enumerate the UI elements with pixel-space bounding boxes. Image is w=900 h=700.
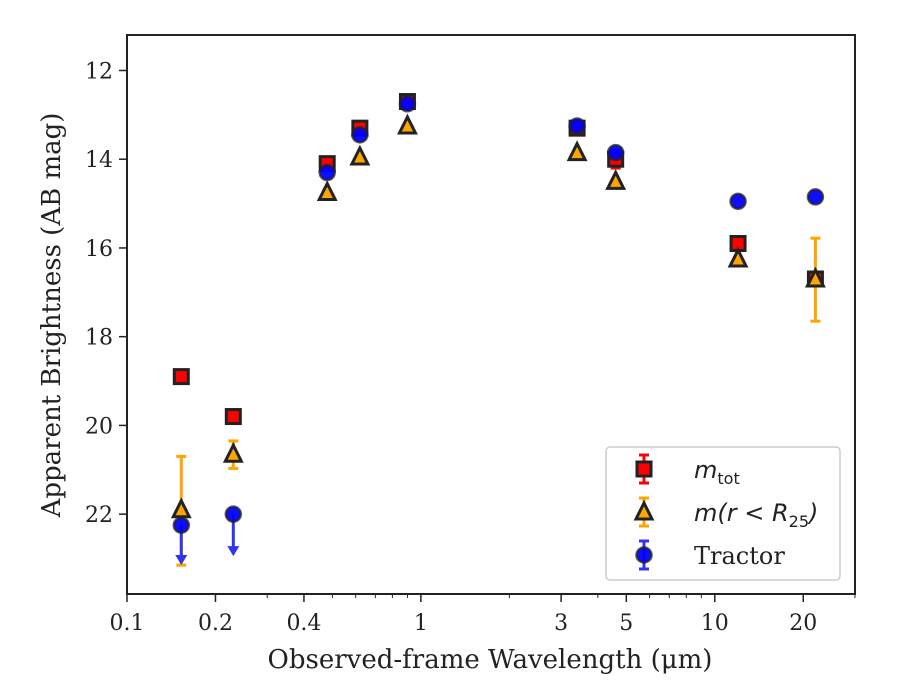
x-tick-label: 3 [554, 611, 568, 636]
mr25-point [170, 497, 192, 519]
x-tick-label: 0.1 [110, 611, 145, 636]
data-layer [170, 93, 826, 567]
x-tick-label: 20 [789, 611, 817, 636]
y-tick-label: 14 [85, 148, 113, 173]
mr25-point [804, 266, 826, 288]
legend-marker-m-r-r25- [633, 499, 655, 521]
mr25-point [727, 246, 749, 268]
tractor-point [806, 188, 825, 206]
mr25-point [397, 113, 418, 135]
y-tick-label: 18 [85, 326, 113, 351]
tractor-point [568, 117, 586, 135]
legend-label-mr25: m(r < R25) [694, 499, 818, 531]
tractor-point [172, 516, 191, 534]
mr25-point [316, 180, 338, 201]
y-tick-label: 16 [85, 237, 113, 262]
x-tick-label: 0.2 [198, 611, 233, 636]
axes-layer: 0.1 0.2 0.4 1 3 5 10 20 12 14 16 18 20 22 [85, 34, 856, 636]
legend-box [605, 446, 841, 581]
x-tick-label: 10 [701, 611, 729, 636]
mr25-point [349, 144, 371, 166]
plot-frame [126, 34, 856, 595]
mtot-point [172, 368, 190, 386]
tractor-point [398, 95, 417, 113]
tractor-limit-arrowhead [175, 554, 188, 565]
mr25-point [566, 140, 588, 162]
tractor-point [606, 143, 625, 162]
mtot-point [224, 408, 242, 426]
y-tick-label: 20 [85, 414, 113, 439]
tractor-limit-arrowhead [227, 546, 240, 557]
legend-label-mtot: mtot [694, 456, 740, 488]
legend-marker-m-tot [635, 460, 653, 478]
x-tick-label: 1 [414, 611, 428, 636]
legend: mtot m(r < R25) Tractor [605, 446, 841, 581]
mr25-point [222, 441, 244, 463]
y-tick-label: 12 [85, 59, 113, 84]
y-tick-label: 22 [85, 503, 113, 528]
tractor-point [351, 126, 369, 144]
legend-marker-tractor [635, 546, 653, 564]
x-axis-label: Observed-frame Wavelength (μm) [268, 645, 713, 675]
tractor-point [318, 163, 336, 182]
x-tick-label: 0.4 [286, 611, 321, 636]
mr25-point [605, 169, 627, 190]
x-tick-label: 5 [619, 611, 633, 636]
y-axis-label: Apparent Brightness (AB mag) [37, 113, 67, 519]
tractor-point [729, 192, 747, 211]
tractor-point [224, 505, 243, 523]
legend-label-tractor: Tractor [694, 542, 785, 570]
